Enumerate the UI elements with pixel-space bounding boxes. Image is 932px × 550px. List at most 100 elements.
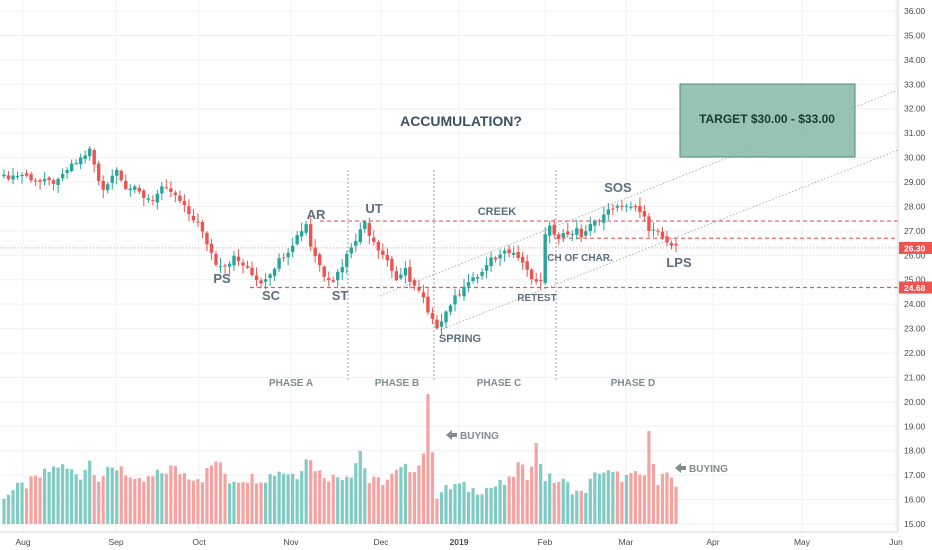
volume-bar bbox=[218, 462, 223, 524]
volume-bar bbox=[471, 488, 475, 524]
price-tick-label: 29.00 bbox=[904, 177, 926, 187]
volume-bar bbox=[444, 484, 448, 524]
time-tick-label: Jun bbox=[889, 537, 903, 547]
volume-bar bbox=[570, 494, 574, 524]
price-candles bbox=[2, 146, 678, 336]
volume-bar bbox=[363, 468, 367, 524]
candle bbox=[385, 247, 390, 267]
volume-bar bbox=[241, 482, 245, 524]
candle bbox=[606, 202, 611, 221]
support-price-tag-label: 24.68 bbox=[904, 283, 926, 293]
price-tick-label: 28.00 bbox=[904, 201, 926, 211]
volume-bar bbox=[439, 492, 444, 524]
volume-bar bbox=[624, 474, 628, 524]
volume-bar bbox=[435, 498, 439, 524]
candle bbox=[169, 181, 173, 198]
volume-bar bbox=[282, 473, 286, 524]
candle bbox=[214, 250, 218, 267]
volume-bar bbox=[47, 471, 51, 524]
candle bbox=[444, 310, 448, 329]
price-tick-label: 19.00 bbox=[904, 421, 926, 431]
volume-bar bbox=[65, 468, 69, 524]
volume-bar bbox=[656, 485, 660, 524]
volume-bar bbox=[453, 484, 457, 524]
volume-bar bbox=[611, 471, 615, 524]
volume-bar bbox=[42, 468, 47, 524]
volume-bar bbox=[557, 482, 561, 524]
candle bbox=[33, 178, 38, 187]
candle bbox=[290, 237, 295, 258]
volume-bar bbox=[349, 477, 353, 524]
candle bbox=[6, 171, 11, 181]
candle bbox=[137, 184, 142, 195]
volume-bar bbox=[457, 483, 462, 524]
candle bbox=[534, 272, 538, 285]
volume-bar bbox=[417, 465, 421, 524]
annotation-phase-a: PHASE A bbox=[269, 378, 313, 389]
candle bbox=[299, 222, 304, 242]
candle bbox=[47, 176, 51, 186]
volume-bar bbox=[475, 494, 480, 524]
volume-bar bbox=[543, 481, 547, 524]
price-tick-label: 18.00 bbox=[904, 446, 926, 456]
volume-bar bbox=[322, 478, 326, 524]
volume-bar bbox=[665, 472, 669, 524]
candle bbox=[51, 178, 56, 191]
volume-bar bbox=[354, 463, 358, 524]
annotation-phase-d: PHASE D bbox=[611, 378, 655, 389]
time-tick-label: Apr bbox=[706, 537, 719, 547]
volume-bar bbox=[512, 476, 516, 524]
volume-bar bbox=[408, 472, 412, 524]
support-price-tag bbox=[899, 281, 932, 294]
candle bbox=[218, 258, 223, 273]
price-tick-label: 32.00 bbox=[904, 104, 926, 114]
volume-bar bbox=[304, 459, 308, 524]
volume-bar bbox=[169, 465, 173, 524]
candle bbox=[520, 251, 525, 271]
volume-bar bbox=[295, 479, 299, 524]
volume-bar bbox=[164, 473, 168, 524]
candle bbox=[597, 218, 602, 226]
candle bbox=[250, 261, 254, 277]
price-tick-label: 24.00 bbox=[904, 299, 926, 309]
chart-overlays bbox=[0, 83, 899, 382]
candle bbox=[552, 218, 556, 239]
volume-bar bbox=[277, 471, 281, 524]
annotation-phase-b: PHASE B bbox=[375, 378, 419, 389]
volume-bar bbox=[381, 485, 385, 524]
candle bbox=[538, 272, 543, 290]
candle bbox=[376, 239, 381, 259]
volume-bar bbox=[579, 490, 583, 524]
candle bbox=[263, 273, 268, 290]
candle bbox=[142, 188, 146, 207]
candle bbox=[448, 303, 453, 316]
volume-bar bbox=[124, 475, 128, 524]
arrow-left-icon bbox=[675, 463, 686, 473]
volume-bar bbox=[561, 478, 565, 524]
candle bbox=[502, 248, 507, 262]
volume-bar bbox=[336, 477, 340, 524]
volume-bar bbox=[367, 483, 371, 524]
price-tick-label: 35.00 bbox=[904, 30, 926, 40]
volume-bar bbox=[15, 482, 20, 524]
candle bbox=[92, 148, 96, 173]
volume-bar bbox=[331, 474, 335, 524]
candle bbox=[462, 278, 466, 301]
candle bbox=[457, 289, 462, 297]
time-tick-label: May bbox=[794, 537, 811, 547]
volume-bar bbox=[394, 470, 398, 524]
candle bbox=[615, 203, 620, 212]
time-tick-label: Sep bbox=[108, 537, 123, 547]
candle bbox=[575, 219, 579, 240]
volume-bar bbox=[223, 473, 227, 524]
candle bbox=[430, 307, 435, 324]
volume-bar bbox=[539, 464, 543, 524]
volume-bar bbox=[566, 482, 570, 524]
candle bbox=[498, 249, 502, 267]
price-tick-label: 30.00 bbox=[904, 153, 926, 163]
volume-bar bbox=[70, 469, 74, 524]
price-tick-label: 34.00 bbox=[904, 55, 926, 65]
candle bbox=[584, 224, 588, 238]
volume-bar bbox=[273, 475, 277, 524]
